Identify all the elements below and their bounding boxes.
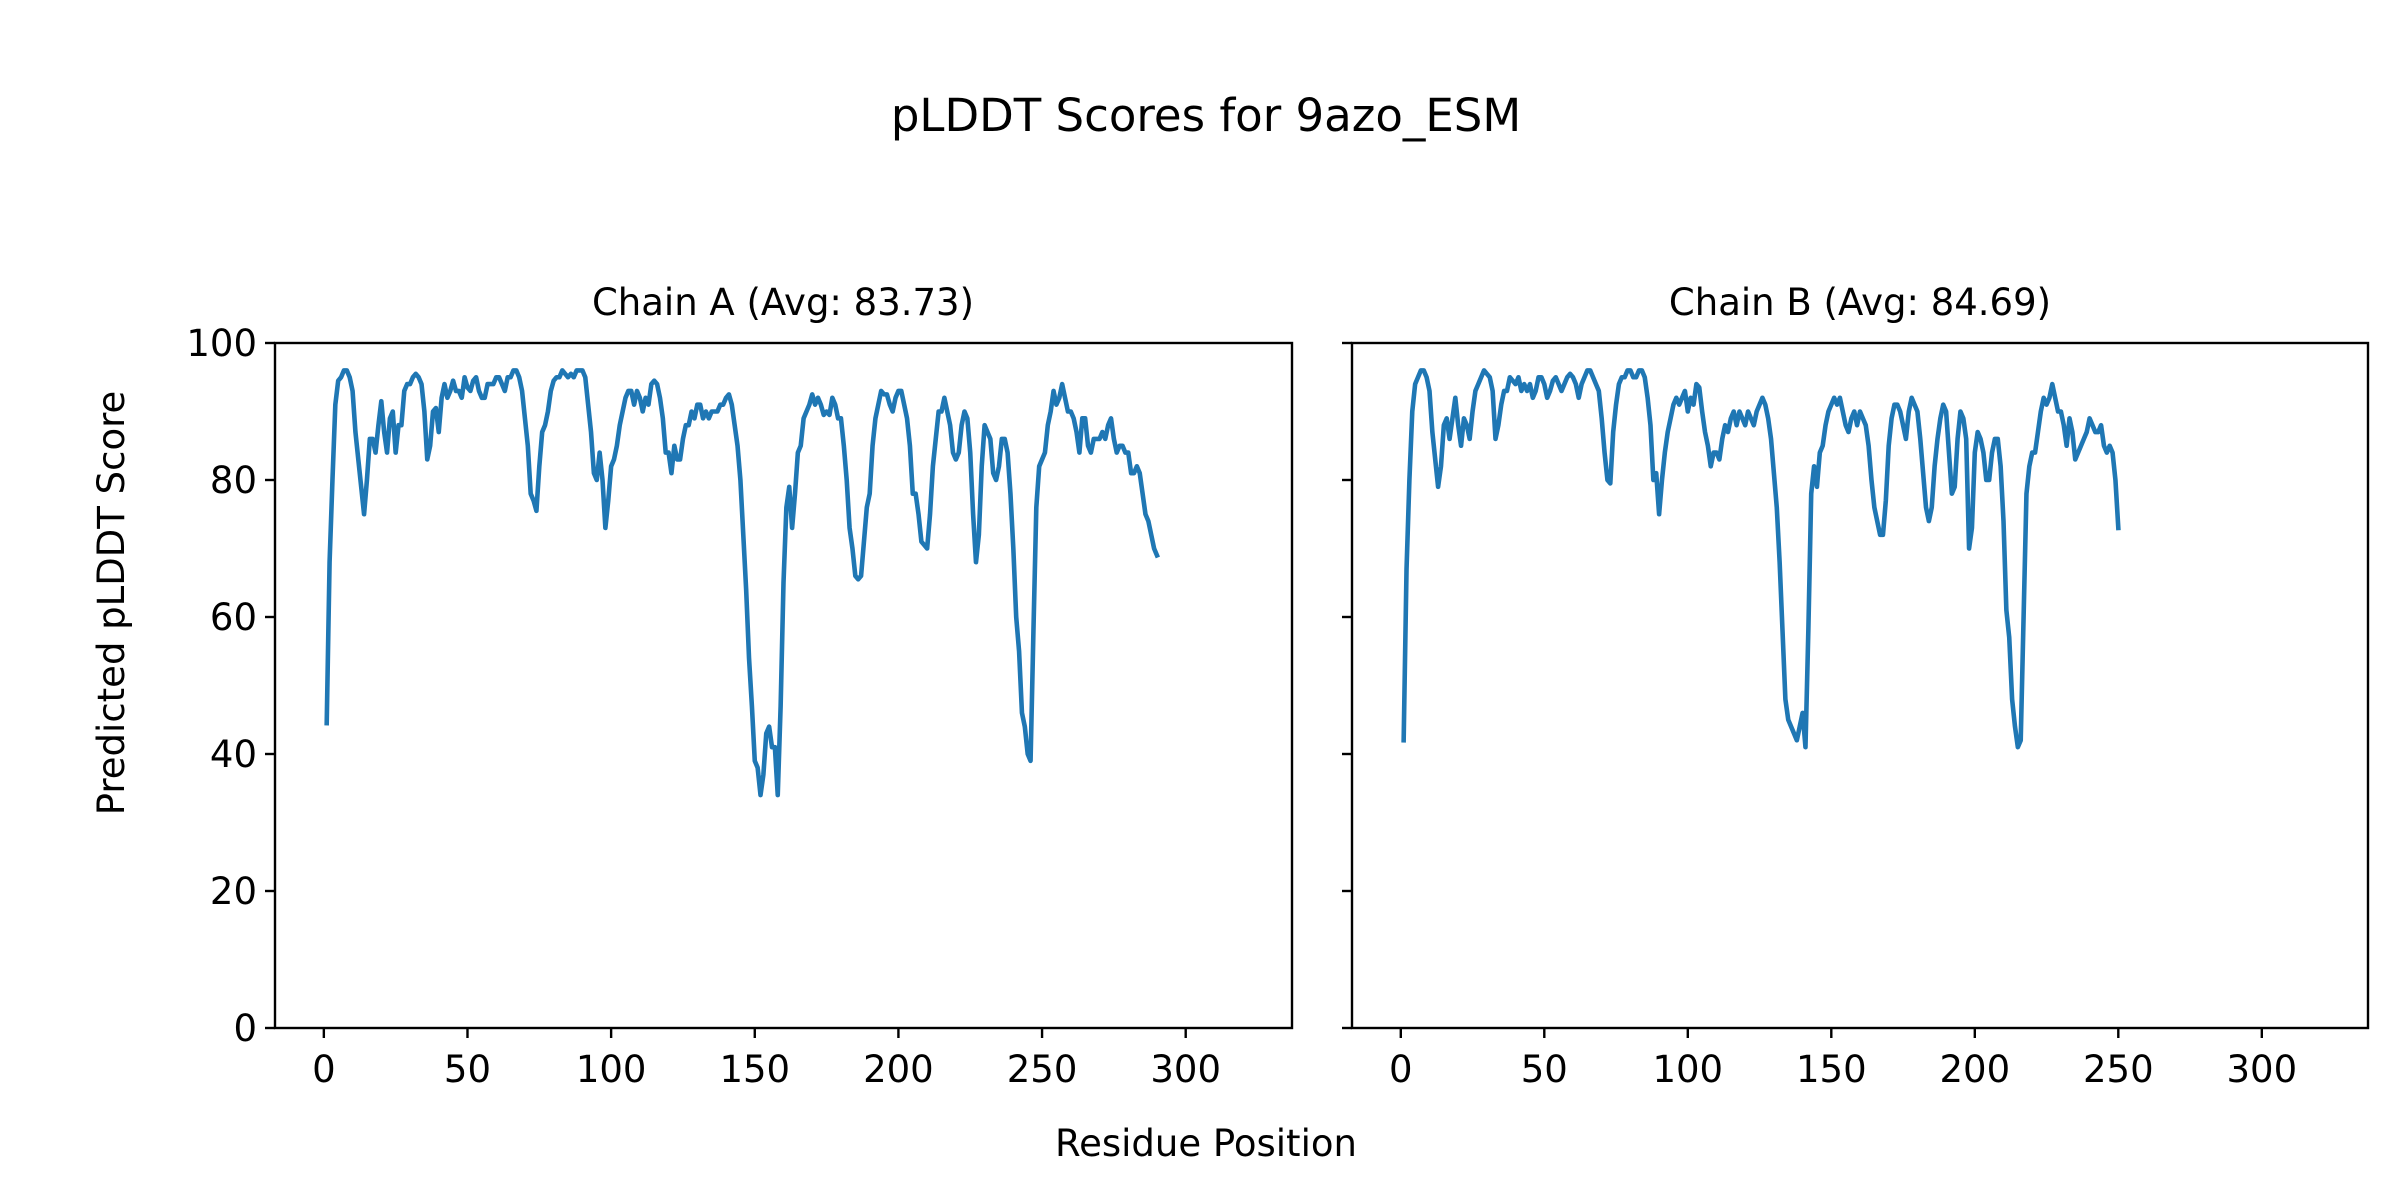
x-tick-label-chain-b: 200 bbox=[1939, 1048, 2010, 1091]
plddt-line-chain-b bbox=[1401, 368, 2121, 750]
y-tick-label-chain-a: 0 bbox=[233, 1007, 257, 1050]
x-tick-label-chain-b: 300 bbox=[2226, 1048, 2297, 1091]
x-tick-label-chain-a: 100 bbox=[576, 1048, 647, 1091]
x-tick-label-chain-b: 100 bbox=[1652, 1048, 1723, 1091]
x-tick-label-chain-a: 200 bbox=[863, 1048, 934, 1091]
x-axis-label: Residue Position bbox=[1055, 1122, 1357, 1165]
x-tick-label-chain-a: 250 bbox=[1007, 1048, 1078, 1091]
plot-area-chain-b: 0 50 100 150 200 250 300 bbox=[1342, 341, 2297, 1091]
chart-panel-chain-b: Chain B (Avg: 84.69) 0 50 100 150 200 250 300 bbox=[1342, 281, 2370, 1091]
x-tick-label-chain-b: 150 bbox=[1796, 1048, 1867, 1091]
y-tick-label-chain-a: 60 bbox=[210, 596, 257, 639]
chart-title-chain-a: Chain A (Avg: 83.73) bbox=[592, 281, 974, 324]
x-tick-label-chain-b: 250 bbox=[2083, 1048, 2154, 1091]
plot-area-chain-a: 0 50 100 150 200 250 300 0 20 40 60 80 100 bbox=[186, 322, 1221, 1091]
plddt-line-chain-a bbox=[324, 368, 1160, 798]
axes-frame-chain-a bbox=[273, 341, 1294, 1030]
chart-panel-chain-a: Chain A (Avg: 83.73) 0 50 100 150 200 250 3000… bbox=[186, 281, 1294, 1091]
x-tick-label-chain-a: 300 bbox=[1150, 1048, 1221, 1091]
axes-frame-chain-b bbox=[1350, 341, 2370, 1030]
x-tick-label-chain-a: 50 bbox=[444, 1048, 491, 1091]
x-tick-label-chain-b: 0 bbox=[1389, 1048, 1413, 1091]
y-tick-label-chain-a: 20 bbox=[210, 870, 257, 913]
chart-title-chain-b: Chain B (Avg: 84.69) bbox=[1669, 281, 2051, 324]
figure-title: pLDDT Scores for 9azo_ESM bbox=[891, 89, 1521, 142]
y-tick-label-chain-a: 40 bbox=[210, 733, 257, 776]
x-tick-label-chain-a: 150 bbox=[719, 1048, 790, 1091]
y-tick-label-chain-a: 100 bbox=[186, 322, 257, 365]
y-tick-label-chain-a: 80 bbox=[210, 459, 257, 502]
y-axis-label: Predicted pLDDT Score bbox=[90, 391, 133, 816]
x-tick-label-chain-a: 0 bbox=[312, 1048, 336, 1091]
x-tick-label-chain-b: 50 bbox=[1521, 1048, 1568, 1091]
